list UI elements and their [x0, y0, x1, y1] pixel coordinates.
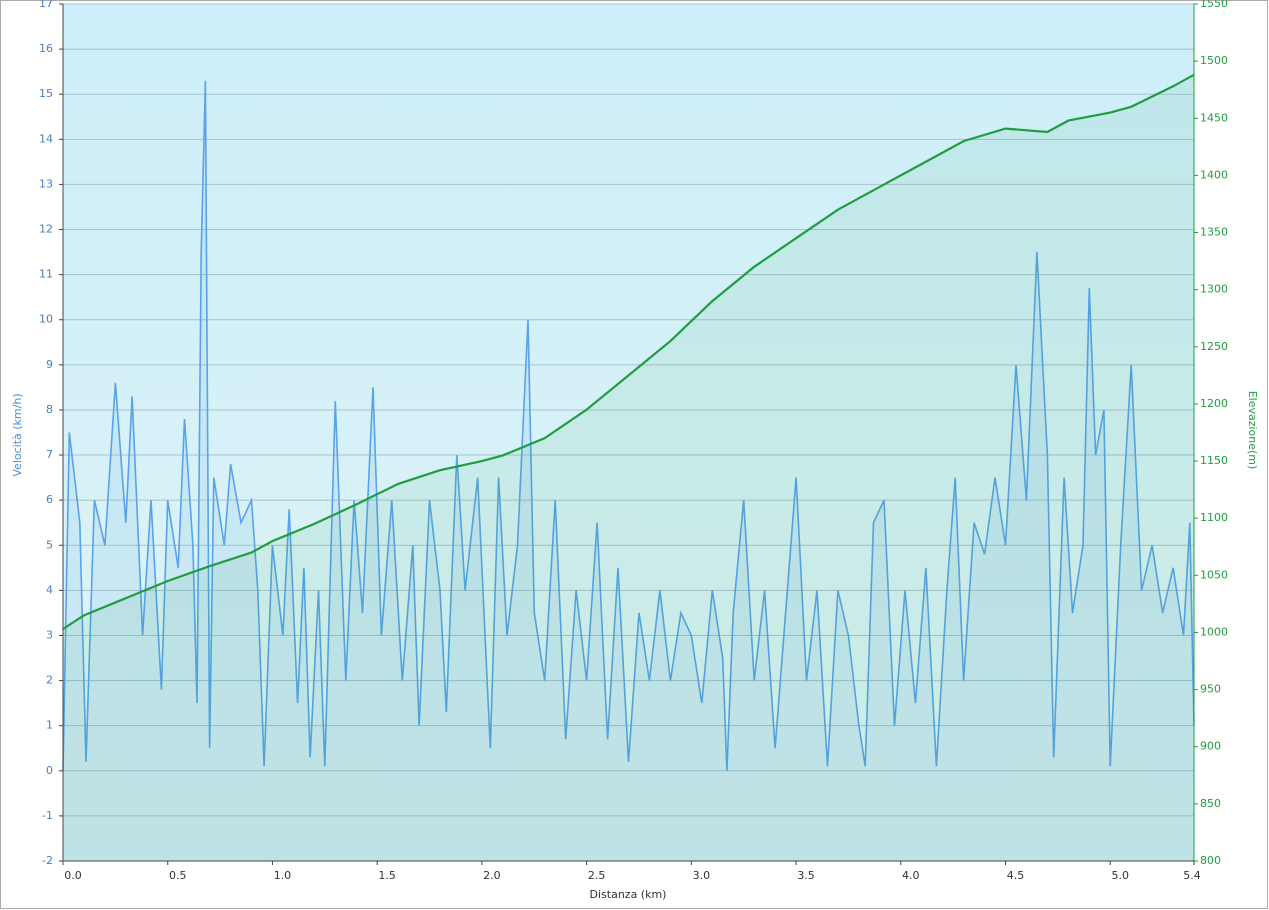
y-tick-label: -2 [42, 854, 53, 867]
y-tick-label: 7 [46, 448, 53, 461]
y2-tick-label: 1050 [1200, 568, 1228, 581]
y2-tick-label: 1150 [1200, 454, 1228, 467]
y-tick-label: 13 [39, 177, 53, 190]
y2-tick-label: 900 [1200, 740, 1221, 753]
x-tick-label: 1.0 [274, 869, 292, 882]
y-tick-label: 1 [46, 719, 53, 732]
y2-tick-label: 1500 [1200, 54, 1228, 67]
y2-tick-label: 950 [1200, 683, 1221, 696]
y-tick-label: 8 [46, 403, 53, 416]
y-tick-label: 12 [39, 223, 53, 236]
y-tick-label: 5 [46, 538, 53, 551]
y2-tick-label: 1250 [1200, 340, 1228, 353]
y-tick-label: -1 [42, 809, 53, 822]
x-tick-label: 1.5 [378, 869, 396, 882]
y-tick-label: 2 [46, 674, 53, 687]
y2-tick-label: 1350 [1200, 226, 1228, 239]
series-area [63, 74, 1194, 862]
x-tick-label: 4.5 [1007, 869, 1025, 882]
x-tick-label: 5.4 [1183, 869, 1201, 882]
y-tick-label: 16 [39, 42, 53, 55]
y-tick-label: 0 [46, 764, 53, 777]
y-tick-label: 15 [39, 87, 53, 100]
x-tick-label: 0.0 [64, 869, 82, 882]
y2-tick-label: 1400 [1200, 168, 1228, 181]
y-tick-label: 17 [39, 0, 53, 10]
y-axis-label: Velocità (km/h) [11, 393, 24, 476]
x-tick-label: 2.5 [588, 869, 606, 882]
x-tick-label: 3.5 [797, 869, 815, 882]
plot-area [63, 4, 1194, 861]
y2-tick-label: 1000 [1200, 625, 1228, 638]
y2-tick-label: 1450 [1200, 111, 1228, 124]
series-line [62, 80, 1195, 771]
y-tick-label: 14 [39, 132, 53, 145]
y-tick-label: 6 [46, 493, 53, 506]
x-tick-label: 0.5 [169, 869, 187, 882]
y2-axis-label: Elevazione(m) [1246, 391, 1259, 470]
y2-tick-label: 850 [1200, 797, 1221, 810]
x-tick-label: 3.0 [693, 869, 711, 882]
x-tick-label: 2.0 [483, 869, 501, 882]
y2-tick-label: 1300 [1200, 283, 1228, 296]
y2-tick-label: 1100 [1200, 511, 1228, 524]
y-tick-label: 9 [46, 358, 53, 371]
series-line [62, 73, 1195, 630]
y-tick-label: 10 [39, 313, 53, 326]
y-tick-label: 4 [46, 583, 53, 596]
y-tick-label: 11 [39, 268, 53, 281]
x-axis-label: Distanza (km) [590, 888, 667, 901]
y-tick-label: 3 [46, 628, 53, 641]
y2-tick-label: 1200 [1200, 397, 1228, 410]
x-tick-label: 4.0 [902, 869, 920, 882]
x-tick-label: 5.0 [1111, 869, 1129, 882]
y2-tick-label: 1550 [1200, 0, 1228, 10]
y2-tick-label: 800 [1200, 854, 1221, 867]
